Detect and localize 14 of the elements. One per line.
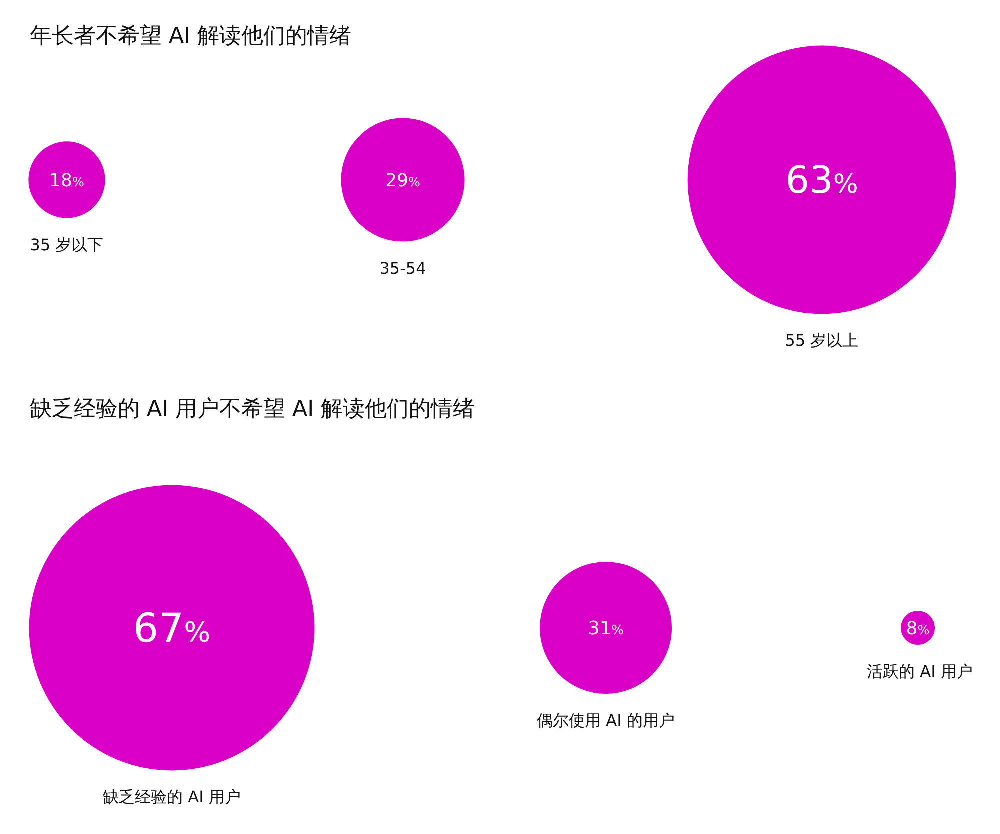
category-label: 活跃的 AI 用户 xyxy=(867,662,973,682)
data-label: 18% xyxy=(50,170,84,192)
data-label: 31% xyxy=(588,618,624,640)
category-label: 35 岁以下 xyxy=(30,235,104,254)
text: 年长者不希望 AI 解读他们的情绪 xyxy=(30,24,352,49)
data-label: 8% xyxy=(906,618,930,640)
data-label: 67% xyxy=(133,606,211,652)
data-label: 63% xyxy=(786,158,858,202)
category-label: 35-54 xyxy=(380,258,426,278)
category-label: 55 岁以上 xyxy=(785,331,859,350)
text: 缺乏经验的 AI 用户不希望 AI 解读他们的情绪 xyxy=(30,397,476,422)
category-label: 偶尔使用 AI 的用户 xyxy=(537,711,675,730)
category-label: 缺乏经验的 AI 用户 xyxy=(103,788,241,807)
data-label: 29% xyxy=(386,170,420,192)
